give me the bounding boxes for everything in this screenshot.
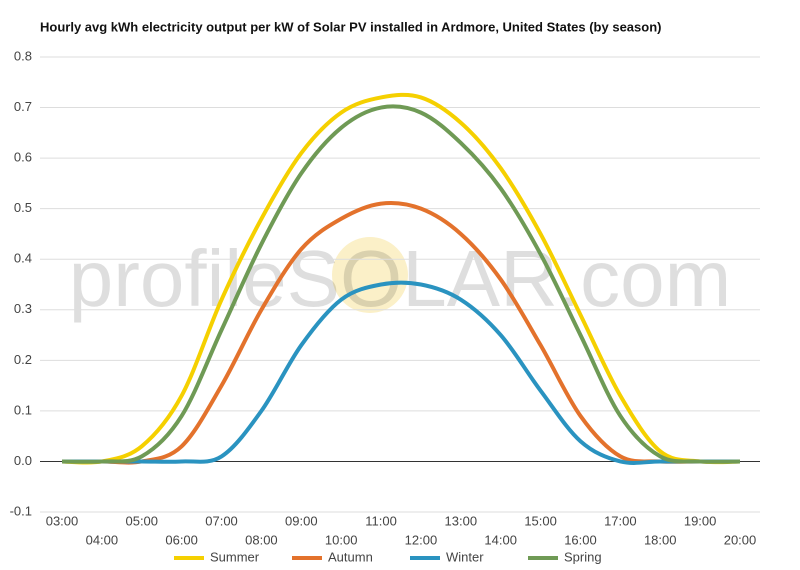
x-tick-label: 17:00 (604, 513, 637, 528)
y-tick-label: 0.1 (14, 402, 32, 417)
y-tick-label: 0.3 (14, 301, 32, 316)
series-line (62, 280, 740, 465)
x-tick-label: 14:00 (484, 532, 517, 547)
x-tick-label: 20:00 (724, 532, 757, 547)
x-tick-label: 06:00 (165, 532, 198, 547)
chart-title: Hourly avg kWh electricity output per kW… (40, 19, 661, 34)
y-tick-label: -0.1 (10, 503, 32, 518)
x-tick-label: 09:00 (285, 513, 318, 528)
x-tick-label: 08:00 (245, 532, 278, 547)
series-line (61, 104, 741, 464)
series-line (61, 92, 741, 465)
legend-label: Spring (564, 549, 602, 564)
x-tick-label: 03:00 (46, 513, 79, 528)
x-tick-label: 10:00 (325, 532, 358, 547)
watermark: profileSOLAR.com (69, 234, 731, 323)
y-tick-label: 0.4 (14, 251, 32, 266)
x-tick-label: 15:00 (524, 513, 557, 528)
y-tick-label: 0.0 (14, 453, 32, 468)
x-tick-label: 18:00 (644, 532, 677, 547)
y-tick-label: 0.2 (14, 352, 32, 367)
x-tick-label: 16:00 (564, 532, 597, 547)
x-tick-label: 12:00 (405, 532, 438, 547)
x-tick-label: 04:00 (86, 532, 119, 547)
y-tick-label: 0.6 (14, 150, 32, 165)
x-tick-label: 07:00 (205, 513, 238, 528)
y-tick-label: 0.7 (14, 99, 32, 114)
x-tick-label: 13:00 (445, 513, 478, 528)
y-tick-label: 0.8 (14, 48, 32, 63)
legend-label: Autumn (328, 549, 373, 564)
x-tick-label: 11:00 (365, 513, 397, 528)
x-tick-label: 19:00 (684, 513, 717, 528)
x-tick-label: 05:00 (125, 513, 158, 528)
legend-label: Summer (210, 549, 260, 564)
series-line (62, 200, 740, 465)
legend-label: Winter (446, 549, 484, 564)
y-tick-label: 0.5 (14, 200, 32, 215)
